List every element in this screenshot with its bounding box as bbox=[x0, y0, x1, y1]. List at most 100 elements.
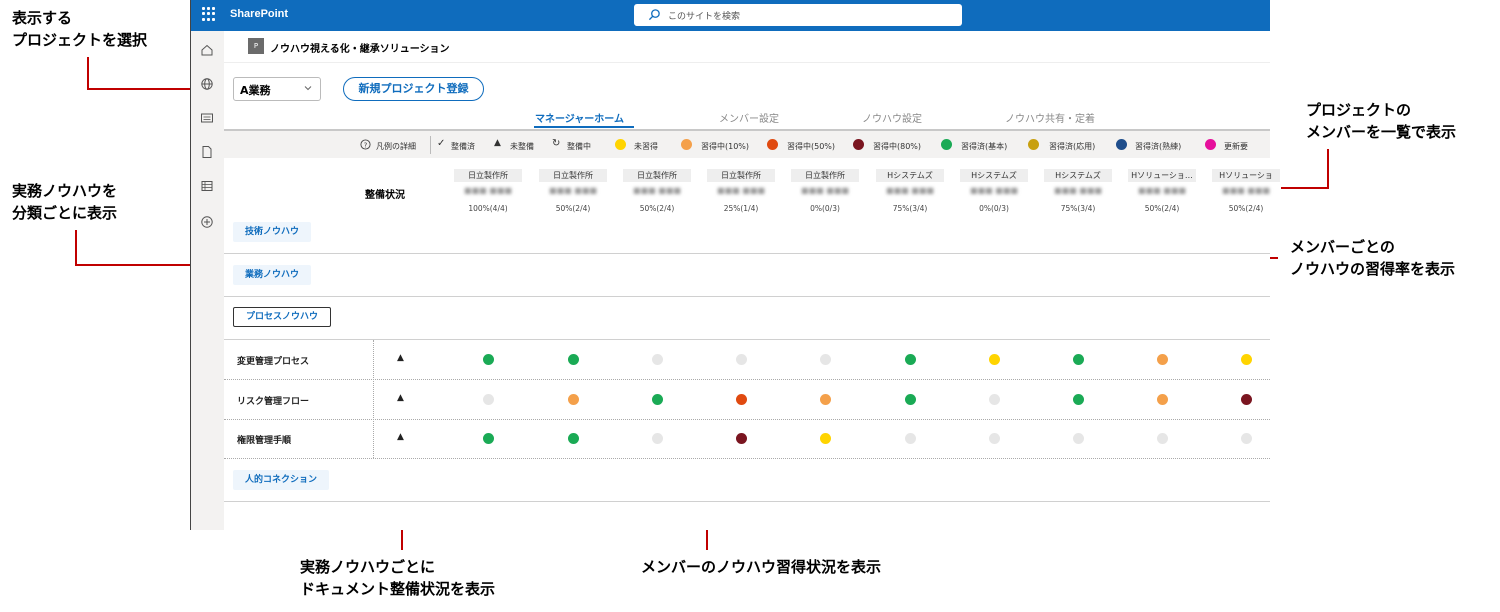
annotation-acquisition: メンバーのノウハウ習得状況を表示 bbox=[641, 558, 882, 576]
acquisition-status-dot[interactable] bbox=[1073, 433, 1084, 444]
acquisition-status-dot[interactable] bbox=[989, 354, 1000, 365]
help-icon[interactable]: ? bbox=[360, 139, 371, 150]
acquisition-status-dot[interactable] bbox=[652, 394, 663, 405]
brand-label[interactable]: SharePoint bbox=[230, 8, 289, 20]
legend-label: 習得中(10%) bbox=[701, 142, 750, 151]
acquisition-status-dot[interactable] bbox=[1157, 394, 1168, 405]
acquisition-status-dot[interactable] bbox=[652, 433, 663, 444]
member-name: ■■■ ■■■ bbox=[970, 186, 1018, 195]
member-column-header[interactable]: Hソリューショ… ■■■ ■■■ 50%(2/4) bbox=[1128, 169, 1196, 213]
acquisition-status-dot[interactable] bbox=[1241, 433, 1252, 444]
member-company: Hソリューショ… bbox=[1128, 169, 1196, 182]
divider bbox=[224, 296, 1270, 297]
legend-dot bbox=[615, 139, 626, 150]
acquisition-status-dot[interactable] bbox=[1157, 433, 1168, 444]
category-human-connection[interactable]: 人的コネクション bbox=[233, 470, 330, 490]
acquisition-status-dot[interactable] bbox=[905, 354, 916, 365]
search-placeholder: このサイトを検索 bbox=[668, 12, 741, 22]
acquisition-status-dot[interactable] bbox=[483, 433, 494, 444]
member-name: ■■■ ■■■ bbox=[1054, 186, 1102, 195]
member-acquisition-rate: 50%(2/4) bbox=[1144, 204, 1180, 213]
site-title[interactable]: ノウハウ視える化・継承ソリューション bbox=[270, 44, 450, 55]
legend-doc-ready: 整備済 bbox=[451, 142, 475, 151]
tab-knowhow-settings[interactable]: ノウハウ設定 bbox=[862, 114, 922, 125]
member-name: ■■■ ■■■ bbox=[1138, 186, 1186, 195]
member-name: ■■■ ■■■ bbox=[801, 186, 849, 195]
document-icon[interactable] bbox=[200, 145, 214, 159]
doc-status-warning-icon[interactable]: ▲ bbox=[397, 393, 404, 403]
member-column-header[interactable]: Hシステムズ ■■■ ■■■ 75%(3/4) bbox=[1044, 169, 1112, 213]
annotation-line bbox=[75, 264, 211, 266]
member-column-header[interactable]: Hシステムズ ■■■ ■■■ 0%(0/3) bbox=[960, 169, 1028, 213]
category-tech-knowhow[interactable]: 技術ノウハウ bbox=[233, 222, 312, 242]
member-column-header[interactable]: 日立製作所 ■■■ ■■■ 50%(2/4) bbox=[539, 169, 607, 213]
acquisition-status-dot[interactable] bbox=[483, 354, 494, 365]
add-icon[interactable] bbox=[200, 215, 214, 229]
acquisition-status-dot[interactable] bbox=[820, 394, 831, 405]
waffle-icon[interactable] bbox=[202, 7, 216, 21]
acquisition-status-dot[interactable] bbox=[568, 433, 579, 444]
sharepoint-app: SharePoint このサイトを検索 bbox=[190, 0, 1280, 530]
acquisition-status-dot[interactable] bbox=[568, 394, 579, 405]
acquisition-status-dot[interactable] bbox=[820, 433, 831, 444]
knowhow-row-label[interactable]: リスク管理フロー bbox=[237, 397, 310, 407]
member-company: Hシステムズ bbox=[960, 169, 1028, 182]
member-acquisition-rate: 50%(2/4) bbox=[555, 204, 591, 213]
news-icon[interactable] bbox=[200, 111, 214, 125]
member-column-header[interactable]: 日立製作所 ■■■ ■■■ 50%(2/4) bbox=[623, 169, 691, 213]
doc-status-warning-icon[interactable]: ▲ bbox=[397, 432, 404, 442]
legend-dot bbox=[1205, 139, 1216, 150]
tab-knowhow-sharing[interactable]: ノウハウ共有・定着 bbox=[1005, 114, 1095, 125]
member-column-header[interactable]: 日立製作所 ■■■ ■■■ 0%(0/3) bbox=[791, 169, 859, 213]
site-header: P ノウハウ視える化・継承ソリューション bbox=[224, 31, 1270, 63]
annotation-member-rate: メンバーごとの ノウハウの習得率を表示 bbox=[1290, 238, 1456, 278]
globe-icon[interactable] bbox=[200, 77, 214, 91]
acquisition-status-dot[interactable] bbox=[989, 394, 1000, 405]
member-acquisition-rate: 75%(3/4) bbox=[892, 204, 928, 213]
doc-status-warning-icon[interactable]: ▲ bbox=[397, 353, 404, 363]
member-column-header[interactable]: 日立製作所 ■■■ ■■■ 100%(4/4) bbox=[454, 169, 522, 213]
knowhow-row-label[interactable]: 権限管理手順 bbox=[237, 436, 292, 446]
list-icon[interactable] bbox=[200, 179, 214, 193]
acquisition-status-dot[interactable] bbox=[736, 354, 747, 365]
new-project-button[interactable]: 新規プロジェクト登録 bbox=[343, 77, 484, 101]
category-process-knowhow[interactable]: プロセスノウハウ bbox=[233, 307, 332, 327]
tab-manager-home[interactable]: マネージャーホーム bbox=[535, 114, 624, 125]
sync-icon: ↻ bbox=[552, 138, 561, 149]
chevron-down-icon bbox=[304, 86, 312, 91]
site-logo[interactable]: P bbox=[248, 38, 264, 54]
acquisition-status-dot[interactable] bbox=[820, 354, 831, 365]
legend-dot bbox=[941, 139, 952, 150]
project-select[interactable]: A業務 bbox=[233, 77, 321, 101]
acquisition-status-dot[interactable] bbox=[1157, 354, 1168, 365]
acquisition-status-dot[interactable] bbox=[483, 394, 494, 405]
acquisition-status-dot[interactable] bbox=[652, 354, 663, 365]
member-column-header[interactable]: Hシステムズ ■■■ ■■■ 75%(3/4) bbox=[876, 169, 944, 213]
tab-member-settings[interactable]: メンバー設定 bbox=[719, 114, 779, 125]
acquisition-status-dot[interactable] bbox=[1241, 354, 1252, 365]
member-column-header[interactable]: Hソリューショ ■■■ ■■■ 50%(2/4) bbox=[1212, 169, 1280, 213]
acquisition-status-dot[interactable] bbox=[905, 394, 916, 405]
acquisition-status-dot[interactable] bbox=[1073, 394, 1084, 405]
home-icon[interactable] bbox=[200, 43, 214, 57]
category-business-knowhow[interactable]: 業務ノウハウ bbox=[233, 265, 312, 285]
acquisition-status-dot[interactable] bbox=[905, 433, 916, 444]
acquisition-status-dot[interactable] bbox=[568, 354, 579, 365]
acquisition-status-dot[interactable] bbox=[1073, 354, 1084, 365]
search-box[interactable]: このサイトを検索 bbox=[634, 4, 962, 26]
member-name: ■■■ ■■■ bbox=[549, 186, 597, 195]
annotation-line bbox=[87, 57, 89, 90]
legend-divider bbox=[430, 136, 431, 154]
acquisition-status-dot[interactable] bbox=[989, 433, 1000, 444]
member-column-header[interactable]: 日立製作所 ■■■ ■■■ 25%(1/4) bbox=[707, 169, 775, 213]
legend-label: 習得済(応用) bbox=[1049, 142, 1096, 151]
acquisition-status-dot[interactable] bbox=[736, 394, 747, 405]
legend-details-link[interactable]: 凡例の詳細 bbox=[376, 142, 416, 151]
svg-text:?: ? bbox=[364, 141, 368, 149]
acquisition-status-dot[interactable] bbox=[1241, 394, 1252, 405]
legend-label: 未習得 bbox=[634, 142, 658, 151]
suite-bar: SharePoint このサイトを検索 bbox=[190, 0, 1270, 31]
knowhow-row-label[interactable]: 変更管理プロセス bbox=[237, 357, 310, 367]
acquisition-status-dot[interactable] bbox=[736, 433, 747, 444]
